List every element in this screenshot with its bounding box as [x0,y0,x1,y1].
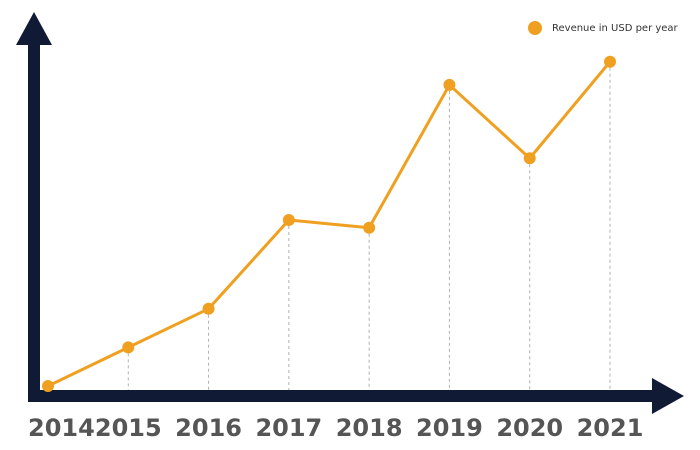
x-tick-label-2015: 2015 [95,414,162,442]
y-axis-arrow [16,12,52,45]
y-axis-line [28,40,40,402]
x-tick-label-2014: 2014 [28,414,95,442]
x-axis-arrow [652,378,684,414]
x-tick-label-2018: 2018 [336,414,403,442]
legend-marker [528,21,542,35]
x-tick-label-2020: 2020 [496,414,563,442]
x-tick-label-2017: 2017 [255,414,322,442]
data-point-2020 [523,152,536,165]
legend: Revenue in USD per year [528,21,678,35]
data-point-2016 [202,302,215,315]
data-point-2014 [42,380,54,392]
data-point-2019 [443,78,456,91]
series-line [47,60,612,388]
data-point-2018 [363,221,376,234]
data-point-2015 [122,341,135,354]
x-tick-label-2016: 2016 [175,414,242,442]
x-axis-line [28,390,658,402]
x-tick-label-2019: 2019 [416,414,483,442]
series-layer [42,55,616,392]
data-point-2017 [282,214,295,227]
x-tick-labels: 2014 2015 2016 2017 2018 2019 2020 2021 [28,414,643,442]
x-tick-label-2021: 2021 [577,414,644,442]
axes [16,12,684,414]
data-point-2021 [604,55,616,68]
drop-lines [47,61,611,390]
legend-label: Revenue in USD per year [552,22,678,34]
